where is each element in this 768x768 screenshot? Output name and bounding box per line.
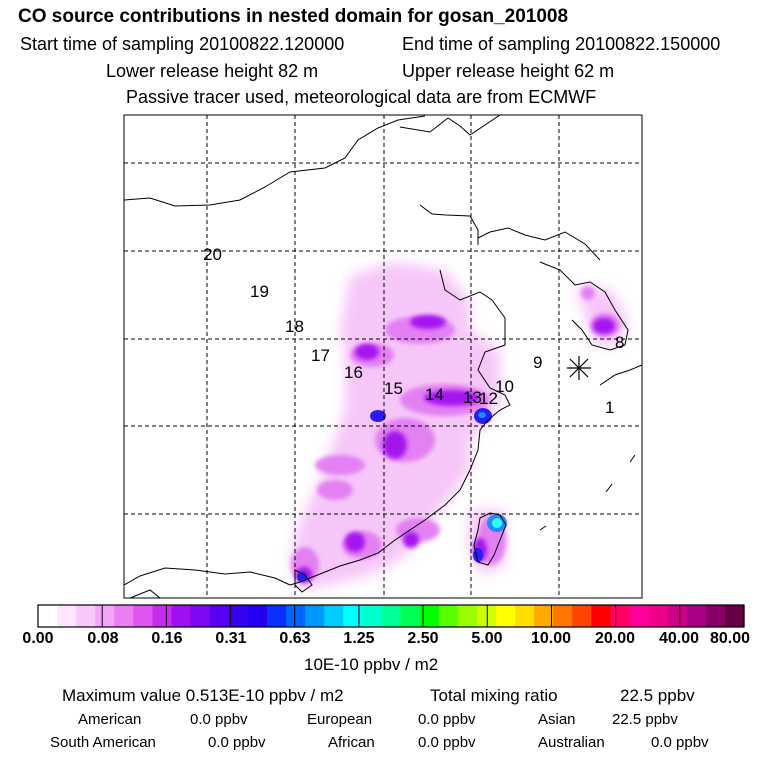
colorbar-cell: [648, 605, 669, 627]
colorbar-cell: [324, 605, 344, 627]
colorbar-cell: [400, 605, 421, 627]
tracer-note: Passive tracer used, meteorological data…: [126, 87, 597, 107]
colorbar-cell: [438, 605, 459, 627]
colorbar-tick-label: 0.00: [22, 630, 54, 647]
colorbar-cell: [419, 605, 440, 627]
colorbar-cell: [591, 605, 612, 627]
maximum-value: Maximum value 0.513E-10 ppbv / m2: [62, 686, 344, 705]
trajectory-labels: 20 19 18 17 16 15 14 13 12 10 9 8 1: [203, 245, 624, 417]
page-title: CO source contributions in nested domain…: [18, 6, 569, 27]
colorbar-cell: [705, 605, 726, 627]
colorbar-tick-label: 0.16: [151, 630, 183, 647]
concentration-field: [290, 262, 628, 590]
colorbar-cell: [610, 605, 631, 627]
region-value: 0.0 ppbv: [651, 734, 709, 751]
lower-release-height-label: Lower release height 82 m: [106, 61, 319, 81]
upper-release-height-label: Upper release height 62 m: [402, 61, 615, 81]
region-name: Australian: [538, 734, 605, 751]
total-mixing-ratio-label: Total mixing ratio: [430, 686, 558, 705]
region-value: 0.0 ppbv: [418, 734, 476, 751]
colorbar-cell: [286, 605, 306, 627]
colorbar-tick-label: 0.31: [215, 630, 247, 647]
region-name: Asian: [538, 711, 576, 728]
colorbar-cell: [515, 605, 535, 627]
colorbar-unit: 10E-10 ppbv / m2: [304, 655, 439, 674]
trajectory-label: 13: [463, 388, 482, 407]
colorbar-tick-label: 40.00: [658, 630, 700, 647]
map-frame: [123, 114, 643, 599]
colorbar-cell: [457, 605, 478, 627]
colorbar-tick-label: 0.63: [279, 630, 311, 647]
region-value: 0.0 ppbv: [208, 734, 266, 751]
colorbar-cell: [114, 605, 134, 627]
trajectory-label: 8: [615, 333, 624, 352]
colorbar-tick-label: 1.25: [343, 630, 375, 647]
colorbar-tick-label: 0.08: [87, 630, 119, 647]
trajectory-label: 9: [533, 353, 542, 372]
trajectory-label: 16: [344, 363, 363, 382]
colorbar-cell: [362, 605, 383, 627]
colorbar-cell: [190, 605, 211, 627]
colorbar-cell: [476, 605, 497, 627]
start-time-label: Start time of sampling 20100822.120000: [20, 34, 345, 54]
colorbar-cell: [209, 605, 230, 627]
colorbar-cell: [247, 605, 268, 627]
end-time-label: End time of sampling 20100822.150000: [402, 34, 721, 54]
trajectory-label: 1: [605, 398, 614, 417]
region-name: South American: [50, 734, 156, 751]
colorbar-cell: [228, 605, 249, 627]
colorbar-cell: [553, 605, 573, 627]
region-value: 22.5 ppbv: [612, 711, 678, 728]
region-name: European: [307, 711, 373, 728]
colorbar-cell: [495, 605, 516, 627]
trajectory-label: 18: [285, 317, 304, 336]
trajectory-label: 14: [425, 385, 444, 404]
colorbar-cell: [724, 605, 745, 627]
colorbar-cell: [305, 605, 325, 627]
trajectory-label: 10: [495, 377, 514, 396]
region-value: 0.0 ppbv: [190, 711, 248, 728]
trajectory-label: 20: [203, 245, 222, 264]
colorbar-tick-label: 5.00: [471, 630, 503, 647]
colorbar-cell: [171, 605, 192, 627]
colorbar-cell: [381, 605, 402, 627]
trajectory-label: 12: [479, 389, 498, 408]
colorbar-cell: [572, 605, 592, 627]
colorbar-cell: [343, 605, 363, 627]
colorbar-tick-label: 20.00: [594, 630, 636, 647]
colorbar-cell: [534, 605, 554, 627]
colorbar-cell: [133, 605, 154, 627]
colorbar-tick-label: 2.50: [407, 630, 439, 647]
colorbar-cell: [95, 605, 115, 627]
trajectory-label: 17: [311, 346, 330, 365]
colorbar-cell: [152, 605, 173, 627]
colorbar-cell: [57, 605, 77, 627]
colorbar-cell: [266, 605, 287, 627]
trajectory-label: 19: [250, 282, 269, 301]
colorbar-cell: [629, 605, 650, 627]
colorbar-cell: [667, 605, 688, 627]
trajectory-label: 15: [384, 379, 403, 398]
colorbar-cell: [76, 605, 96, 627]
region-value: 0.0 ppbv: [418, 711, 476, 728]
colorbar-tick-label: 10.00: [530, 630, 572, 647]
total-mixing-ratio-value: 22.5 ppbv: [620, 686, 695, 705]
region-name: African: [328, 734, 375, 751]
colorbar-tick-label: 80.00: [709, 630, 751, 647]
colorbar-cell: [686, 605, 707, 627]
colorbar-cell: [38, 605, 58, 627]
region-name: American: [78, 711, 142, 728]
receptor-icon: [567, 356, 591, 380]
grid-lines: [124, 115, 642, 598]
